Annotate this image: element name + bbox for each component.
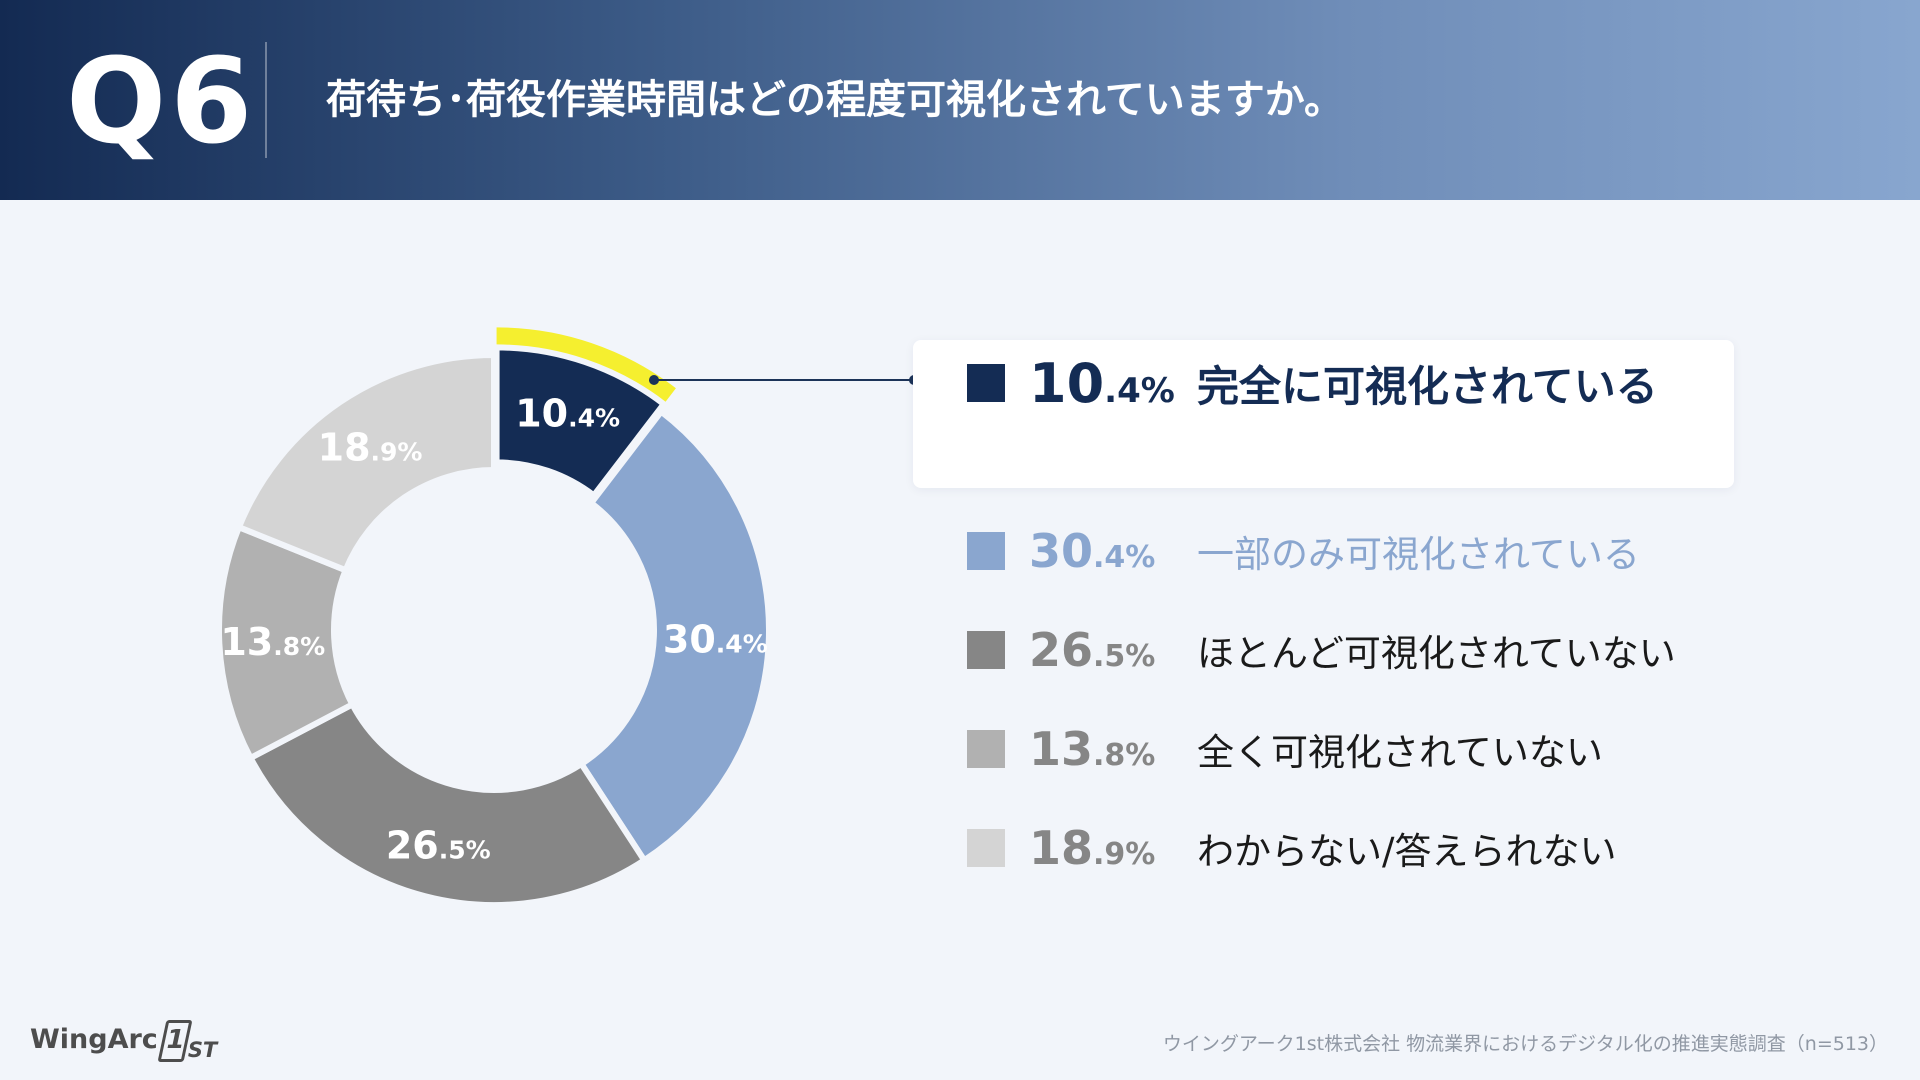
legend-swatch [967,364,1005,402]
legend-percent-int: 18 [1029,821,1094,875]
legend-item-4: 13.8% 全く可視化されていない [967,719,1603,779]
slice-value-label-5: 18.9% [318,425,423,469]
callout-leader-line [654,379,915,381]
slice-group-5 [235,351,497,575]
legend-percent: 13.8% [1029,722,1197,776]
legend-percent: 30.4% [1029,524,1197,578]
legend-percent-dec: .8% [1093,738,1156,773]
slice-value-dec: .4% [568,404,620,433]
slice-value-dec: .8% [273,632,325,661]
source-note: ウイングアーク1st株式会社 物流業界におけるデジタル化の推進実態調査（n=51… [1162,1033,1888,1055]
highlight-ring [496,327,676,405]
legend-percent-dec: .9% [1093,837,1156,872]
legend-item-3: 26.5% ほとんど可視化されていない [967,620,1676,680]
legend-percent-dec: .5% [1093,639,1156,674]
legend-percent: 18.9% [1029,821,1197,875]
logo-text: WingArc [30,1024,158,1055]
logo-mark: 1 ST [157,1020,220,1062]
legend-percent: 26.5% [1029,623,1197,677]
legend-label: わからない/答えられない [1197,830,1617,873]
slice-value-int: 18 [318,425,371,469]
legend-percent-int: 13 [1029,722,1094,776]
callout-leader-dot-start [649,375,659,385]
legend-label: 完全に可視化されている [1197,361,1658,411]
slice-value-label-3: 26.5% [386,823,491,867]
question-title: 荷待ち･荷役作業時間はどの程度可視化されていますか。 [326,77,1344,123]
legend-item-1: 10.4% 完全に可視化されている [967,352,1658,415]
donut-slice-3 [246,700,649,908]
wingarc-logo: WingArc 1 ST [30,1018,220,1062]
legend-percent: 10.4% [1029,352,1197,415]
legend-percent-dec: .4% [1104,370,1175,411]
legend-label: 全く可視化されていない [1197,731,1603,774]
legend-label: ほとんど可視化されていない [1197,632,1676,675]
slice-value-int: 13 [220,620,273,664]
donut-chart: 10.4%30.4%26.5%13.8%18.9% [215,327,772,908]
slice-value-int: 26 [386,823,439,867]
legend-label: 一部のみ可視化されている [1197,533,1640,576]
donut-slice-2 [577,407,772,865]
slice-value-int: 10 [515,392,568,436]
legend-percent-dec: .4% [1093,540,1156,575]
legend-swatch [967,532,1005,570]
legend-swatch [967,730,1005,768]
question-number: Q6 [66,32,257,170]
legend-percent-int: 26 [1029,623,1094,677]
slice-value-label-2: 30.4% [663,617,768,661]
donut-slice-5 [235,351,497,575]
legend-item-5: 18.9% わからない/答えられない [967,818,1616,878]
legend-percent-int: 30 [1029,524,1094,578]
legend-swatch [967,631,1005,669]
slice-value-label-1: 10.4% [515,392,620,436]
slice-value-dec: .4% [716,629,768,658]
legend-item-2: 30.4% 一部のみ可視化されている [967,521,1640,581]
slice-value-dec: .9% [371,437,423,466]
slice-value-int: 30 [663,617,716,661]
legend-swatch [967,829,1005,867]
header-banner: Q6 荷待ち･荷役作業時間はどの程度可視化されていますか。 [0,0,1920,200]
slice-value-dec: .5% [439,835,491,864]
slice-group-3 [246,700,649,908]
logo-mark-suffix: ST [187,1038,218,1062]
slice-value-label-4: 13.8% [220,620,325,664]
highlight-card [913,340,1734,488]
header-divider [265,42,267,158]
legend-percent-int: 10 [1029,351,1105,415]
slice-group-2 [577,407,772,865]
